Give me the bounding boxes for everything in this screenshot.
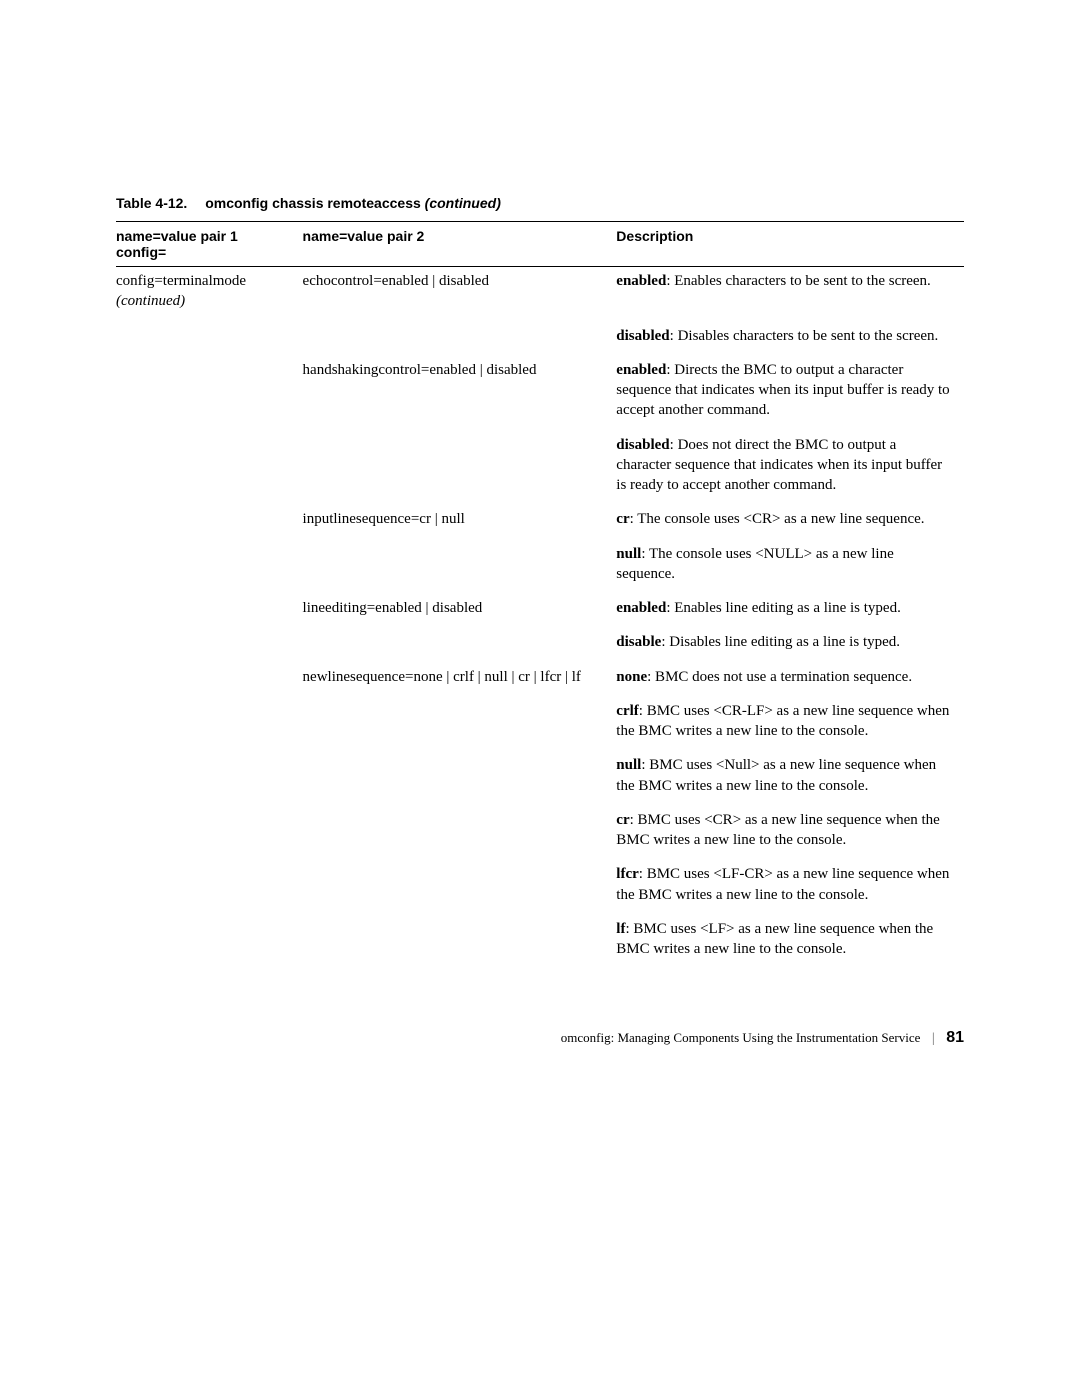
- table-row: disable: Disables line editing as a line…: [116, 628, 964, 662]
- cell-desc: lfcr: BMC uses <LF-CR> as a new line seq…: [616, 860, 964, 915]
- desc-term: disabled: [616, 437, 669, 453]
- table-row: disabled: Disables characters to be sent…: [116, 322, 964, 356]
- table-header-row: name=value pair 1 config= name=value pai…: [116, 222, 964, 267]
- cell-desc: disable: Disables line editing as a line…: [616, 628, 964, 662]
- cell-pair2: echocontrol=enabled | disabled: [303, 267, 617, 322]
- cell-desc: enabled: Directs the BMC to output a cha…: [616, 356, 964, 431]
- desc-text: : Disables line editing as a line is typ…: [661, 634, 900, 650]
- cell-desc: enabled: Enables characters to be sent t…: [616, 267, 964, 322]
- desc-term: cr: [616, 812, 629, 828]
- table-continued: (continued): [425, 195, 501, 211]
- cell-desc: crlf: BMC uses <CR-LF> as a new line seq…: [616, 697, 964, 752]
- table-row: newlinesequence=none | crlf | null | cr …: [116, 663, 964, 697]
- desc-text: : BMC does not use a termination sequenc…: [647, 669, 912, 685]
- config-table: name=value pair 1 config= name=value pai…: [116, 221, 964, 969]
- table-row: handshakingcontrol=enabled | disabled en…: [116, 356, 964, 431]
- cell-desc: null: BMC uses <Null> as a new line sequ…: [616, 751, 964, 806]
- cell-pair2: lineediting=enabled | disabled: [303, 594, 617, 628]
- header-col1-line2: config=: [116, 244, 166, 260]
- desc-term: disabled: [616, 328, 669, 344]
- page-footer: omconfig: Managing Components Using the …: [116, 1029, 964, 1047]
- desc-text: : BMC uses <LF-CR> as a new line sequenc…: [616, 866, 949, 902]
- table-row: lf: BMC uses <LF> as a new line sequence…: [116, 915, 964, 970]
- table-row: null: The console uses <NULL> as a new l…: [116, 540, 964, 595]
- desc-term: cr: [616, 511, 629, 527]
- desc-text: : BMC uses <LF> as a new line sequence w…: [616, 921, 933, 957]
- cell-desc: none: BMC does not use a termination seq…: [616, 663, 964, 697]
- desc-term: enabled: [616, 273, 666, 289]
- desc-term: lfcr: [616, 866, 638, 882]
- header-col3: Description: [616, 222, 964, 267]
- table-row: null: BMC uses <Null> as a new line sequ…: [116, 751, 964, 806]
- cell-desc: cr: BMC uses <CR> as a new line sequence…: [616, 806, 964, 861]
- table-row: crlf: BMC uses <CR-LF> as a new line seq…: [116, 697, 964, 752]
- desc-text: : BMC uses <Null> as a new line sequence…: [616, 757, 936, 793]
- cell-pair2: inputlinesequence=cr | null: [303, 505, 617, 539]
- table-row: cr: BMC uses <CR> as a new line sequence…: [116, 806, 964, 861]
- cell-desc: cr: The console uses <CR> as a new line …: [616, 505, 964, 539]
- table-row: inputlinesequence=cr | null cr: The cons…: [116, 505, 964, 539]
- footer-title: omconfig: Managing Components Using the …: [561, 1030, 921, 1045]
- desc-term: crlf: [616, 703, 638, 719]
- table-row: lineediting=enabled | disabled enabled: …: [116, 594, 964, 628]
- desc-text: : Disables characters to be sent to the …: [670, 328, 939, 344]
- desc-term: null: [616, 546, 641, 562]
- desc-text: : BMC uses <CR> as a new line sequence w…: [616, 812, 940, 848]
- desc-term: disable: [616, 634, 661, 650]
- desc-term: none: [616, 669, 647, 685]
- table-caption: Table 4-12. omconfig chassis remoteacces…: [116, 195, 964, 211]
- cell-pair1: config=terminalmode (continued): [116, 267, 303, 322]
- table-row: config=terminalmode (continued) echocont…: [116, 267, 964, 322]
- cell-desc: null: The console uses <NULL> as a new l…: [616, 540, 964, 595]
- table-title: omconfig chassis remoteaccess: [205, 195, 421, 211]
- desc-text: : BMC uses <CR-LF> as a new line sequenc…: [616, 703, 949, 739]
- pair1-value: config=terminalmode: [116, 273, 246, 289]
- desc-text: : Directs the BMC to output a character …: [616, 362, 949, 419]
- footer-separator: |: [932, 1031, 935, 1046]
- footer-page-number: 81: [946, 1029, 964, 1046]
- desc-term: enabled: [616, 362, 666, 378]
- cell-desc: lf: BMC uses <LF> as a new line sequence…: [616, 915, 964, 970]
- desc-text: : The console uses <NULL> as a new line …: [616, 546, 893, 582]
- page-container: Table 4-12. omconfig chassis remoteacces…: [0, 0, 1080, 1107]
- desc-text: : Enables line editing as a line is type…: [666, 600, 901, 616]
- desc-term: enabled: [616, 600, 666, 616]
- cell-desc: disabled: Disables characters to be sent…: [616, 322, 964, 356]
- pair1-continued: (continued): [116, 293, 185, 309]
- desc-text: : The console uses <CR> as a new line se…: [630, 511, 925, 527]
- desc-term: null: [616, 757, 641, 773]
- table-row: disabled: Does not direct the BMC to out…: [116, 431, 964, 506]
- cell-pair2: newlinesequence=none | crlf | null | cr …: [303, 663, 617, 697]
- header-col1: name=value pair 1 config=: [116, 222, 303, 267]
- desc-text: : Enables characters to be sent to the s…: [666, 273, 930, 289]
- header-col1-line1: name=value pair 1: [116, 228, 238, 244]
- table-number: Table 4-12.: [116, 195, 187, 211]
- cell-desc: disabled: Does not direct the BMC to out…: [616, 431, 964, 506]
- table-row: lfcr: BMC uses <LF-CR> as a new line seq…: [116, 860, 964, 915]
- cell-desc: enabled: Enables line editing as a line …: [616, 594, 964, 628]
- header-col2: name=value pair 2: [303, 222, 617, 267]
- cell-pair2: handshakingcontrol=enabled | disabled: [303, 356, 617, 431]
